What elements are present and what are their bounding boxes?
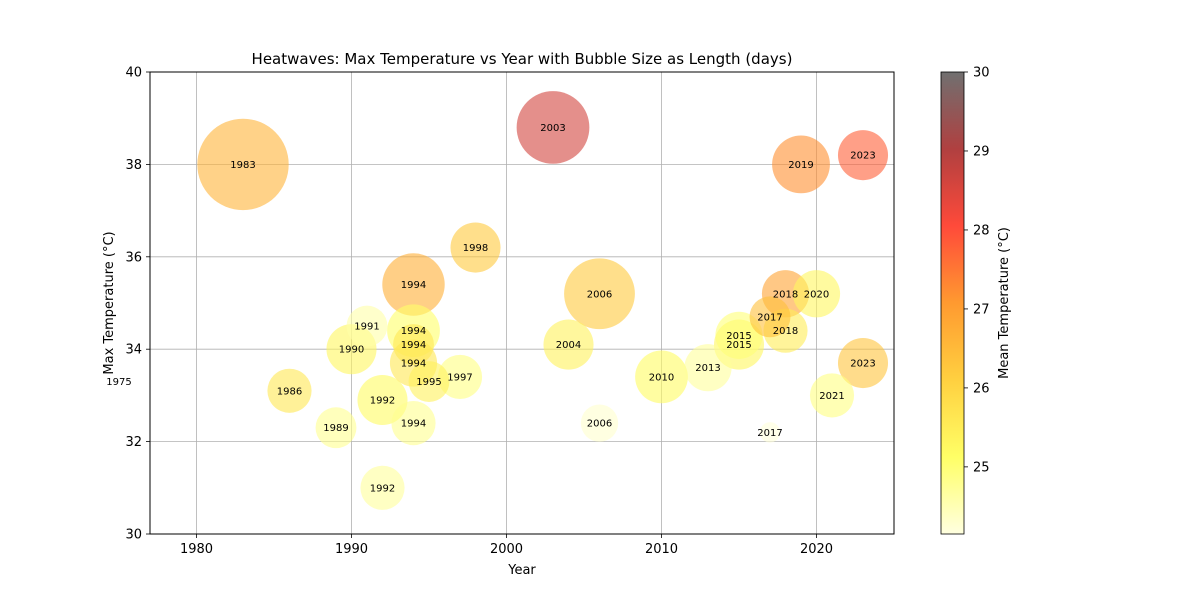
y-tick-label: 34 xyxy=(125,343,142,358)
bubble-year-label: 1990 xyxy=(339,345,364,356)
bubble-point xyxy=(837,338,889,389)
bubble-year-label: 1986 xyxy=(277,386,302,397)
y-tick-label: 32 xyxy=(125,435,142,450)
bubble-point xyxy=(684,344,732,392)
y-tick-label: 30 xyxy=(125,528,142,543)
y-axis-ticks: 30 32 34 36 38 40 xyxy=(125,66,150,543)
bubble-year-label: 1992 xyxy=(370,396,395,407)
x-axis-ticks: 1980 1990 2000 2010 2020 xyxy=(180,534,833,557)
colorbar-tick-label: 29 xyxy=(973,144,990,159)
bubble-year-label: 1983 xyxy=(230,160,255,171)
bubble-year-label: 2021 xyxy=(819,391,844,402)
bubble-year-label: 1995 xyxy=(416,377,441,388)
y-tick-label: 40 xyxy=(125,66,142,81)
bubble-year-label: 2018 xyxy=(773,289,798,300)
bubble-year-label: 2020 xyxy=(804,289,829,300)
bubble-year-label: 1994 xyxy=(401,419,426,430)
bubble-year-label: 2013 xyxy=(695,363,720,374)
colorbar-tick-label: 28 xyxy=(973,223,990,238)
bubble-year-label: 2015 xyxy=(726,340,751,351)
x-axis-label: Year xyxy=(507,563,536,578)
colorbar xyxy=(940,71,965,535)
bubble-year-label: 2023 xyxy=(850,151,875,162)
bubble-year-label: 2003 xyxy=(540,123,565,134)
bubble-point xyxy=(450,222,501,273)
bubble-point xyxy=(772,135,830,194)
bubble-year-label: 1994 xyxy=(401,326,426,337)
x-tick-label: 2020 xyxy=(800,542,833,557)
bubble-point xyxy=(437,354,483,399)
bubble-point xyxy=(759,422,781,443)
bubble-point xyxy=(267,368,312,413)
bubble-year-label: 2015 xyxy=(726,331,751,342)
bubble-point xyxy=(360,465,405,510)
bubble-year-label: 1991 xyxy=(354,322,379,333)
y-tick-label: 36 xyxy=(125,250,142,265)
bubble-year-label: 1994 xyxy=(401,340,426,351)
bubble-point xyxy=(580,404,619,442)
bubble-labels-layer: 1975 1983 1986 1989 1990 1991 1992 1992 1994 1994… xyxy=(106,123,875,494)
bubble-year-label: 2019 xyxy=(788,160,813,171)
bubble-point xyxy=(809,373,855,418)
bubble-year-label: 1998 xyxy=(463,243,488,254)
bubble-year-label: 2006 xyxy=(587,289,612,300)
x-tick-label: 2000 xyxy=(490,542,523,557)
bubble-point xyxy=(408,361,450,402)
y-tick-label: 38 xyxy=(125,158,142,173)
colorbar-ticks: 25 26 27 28 29 30 xyxy=(964,66,990,475)
bubble-year-label: 2010 xyxy=(649,372,674,383)
bubble-point xyxy=(393,324,434,366)
bubble-year-label: 2006 xyxy=(587,419,612,430)
bubble-point xyxy=(749,296,791,338)
x-tick-label: 1980 xyxy=(180,542,213,557)
bubble-year-label: 1989 xyxy=(323,423,348,434)
bubble-point xyxy=(792,270,841,318)
bubble-year-label: 1994 xyxy=(401,280,426,291)
bubble-year-label: 1997 xyxy=(447,372,472,383)
colorbar-tick-label: 26 xyxy=(973,381,990,396)
bubble-point xyxy=(391,401,436,446)
bubble-point xyxy=(635,350,688,404)
bubble-year-label: 1975 xyxy=(106,377,131,388)
x-tick-label: 2010 xyxy=(645,542,678,557)
chart-title: Heatwaves: Max Temperature vs Year with … xyxy=(252,50,793,68)
bubble-year-label: 2023 xyxy=(850,359,875,370)
bubble-point xyxy=(315,407,357,449)
bubble-year-label: 1992 xyxy=(370,483,395,494)
bubble-year-label: 2017 xyxy=(757,312,782,323)
bubble-point xyxy=(382,253,445,316)
bubble-year-label: 2004 xyxy=(556,340,581,351)
plot-frame xyxy=(149,71,895,535)
colorbar-label: Mean Temperature (°C) xyxy=(997,227,1012,379)
bubble-year-label: 1994 xyxy=(401,359,426,370)
bubble-point xyxy=(346,305,388,347)
x-tick-label: 1990 xyxy=(335,542,368,557)
bubbles-layer xyxy=(197,91,889,510)
bubble-point xyxy=(516,91,590,164)
y-axis-label: Max Temperature (°C) xyxy=(102,231,117,374)
bubble-point xyxy=(837,130,889,181)
bubble-point xyxy=(543,319,594,370)
colorbar-tick-label: 27 xyxy=(973,302,990,317)
colorbar-tick-label: 30 xyxy=(973,66,990,81)
bubble-year-label: 2018 xyxy=(773,326,798,337)
bubble-point xyxy=(564,258,635,330)
colorbar-tick-label: 25 xyxy=(973,460,990,475)
bubble-year-label: 2017 xyxy=(757,428,782,439)
bubble-point xyxy=(197,118,289,211)
